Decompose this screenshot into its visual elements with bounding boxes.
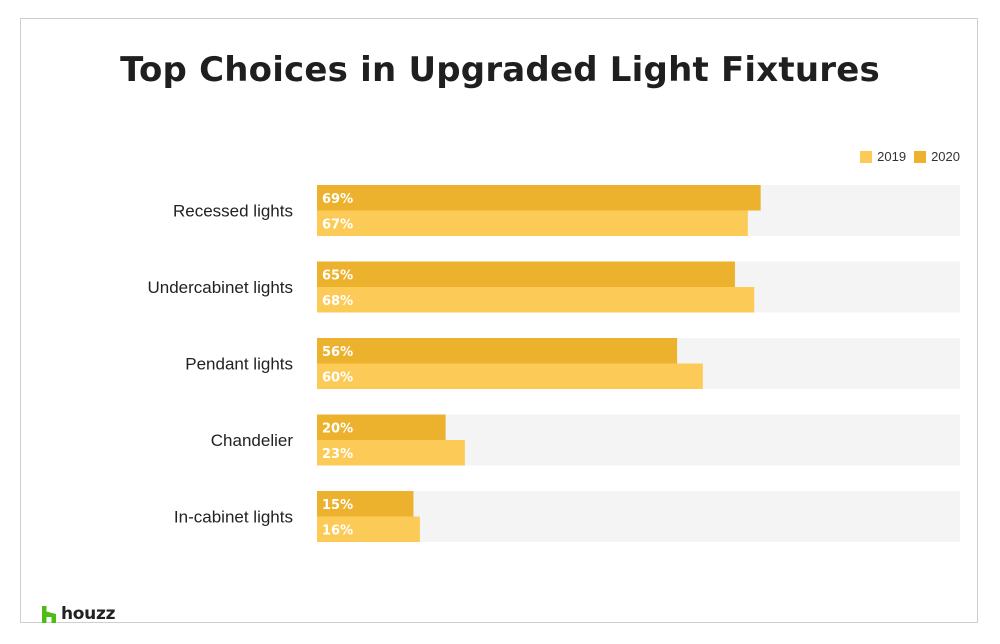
category-label-in-cabinet-lights: In-cabinet lights xyxy=(174,508,293,527)
bar-pendant-lights-2019 xyxy=(317,363,703,389)
bar-undercabinet-lights-2020 xyxy=(317,261,735,287)
legend-label-2019: 2019 xyxy=(877,149,907,164)
data-label-chandelier-2020: 20% xyxy=(322,421,353,436)
category-label-chandelier: Chandelier xyxy=(211,431,294,450)
data-label-recessed-lights-2020: 69% xyxy=(322,192,353,207)
category-label-recessed-lights: Recessed lights xyxy=(173,202,293,221)
bar-chandelier-2020 xyxy=(317,414,446,440)
bar-track-in-cabinet-lights xyxy=(317,491,960,542)
legend-item-2019: 2019 xyxy=(860,149,906,164)
category-label-pendant-lights: Pendant lights xyxy=(185,355,293,374)
legend-label-2020: 2020 xyxy=(931,149,960,164)
bar-in-cabinet-lights-2019 xyxy=(317,516,420,542)
data-label-in-cabinet-lights-2019: 16% xyxy=(322,523,353,538)
bar-undercabinet-lights-2019 xyxy=(317,287,755,313)
legend-item-2020: 2020 xyxy=(914,149,960,164)
data-label-undercabinet-lights-2020: 65% xyxy=(322,268,353,283)
chart-title: Top Choices in Upgraded Light Fixtures xyxy=(120,50,880,90)
bar-chandelier-2019 xyxy=(317,440,465,466)
legend-swatch-2019 xyxy=(860,150,873,163)
houzz-logo: houzz xyxy=(42,604,115,624)
data-label-chandelier-2019: 23% xyxy=(322,447,353,462)
data-label-in-cabinet-lights-2020: 15% xyxy=(322,498,353,513)
bar-recessed-lights-2019 xyxy=(317,210,748,236)
data-label-pendant-lights-2019: 60% xyxy=(322,370,353,385)
bar-pendant-lights-2020 xyxy=(317,338,678,364)
chart-legend: 2019 2020 xyxy=(852,149,960,164)
houzz-h-icon xyxy=(42,605,56,623)
category-label-undercabinet-lights: Undercabinet lights xyxy=(147,278,293,297)
data-label-pendant-lights-2020: 56% xyxy=(322,345,353,360)
bar-in-cabinet-lights-2020 xyxy=(317,491,414,517)
data-label-undercabinet-lights-2019: 68% xyxy=(322,294,353,309)
bar-recessed-lights-2020 xyxy=(317,185,761,211)
houzz-wordmark: houzz xyxy=(61,604,116,624)
data-label-recessed-lights-2019: 67% xyxy=(322,217,353,232)
legend-swatch-2020 xyxy=(914,150,927,163)
